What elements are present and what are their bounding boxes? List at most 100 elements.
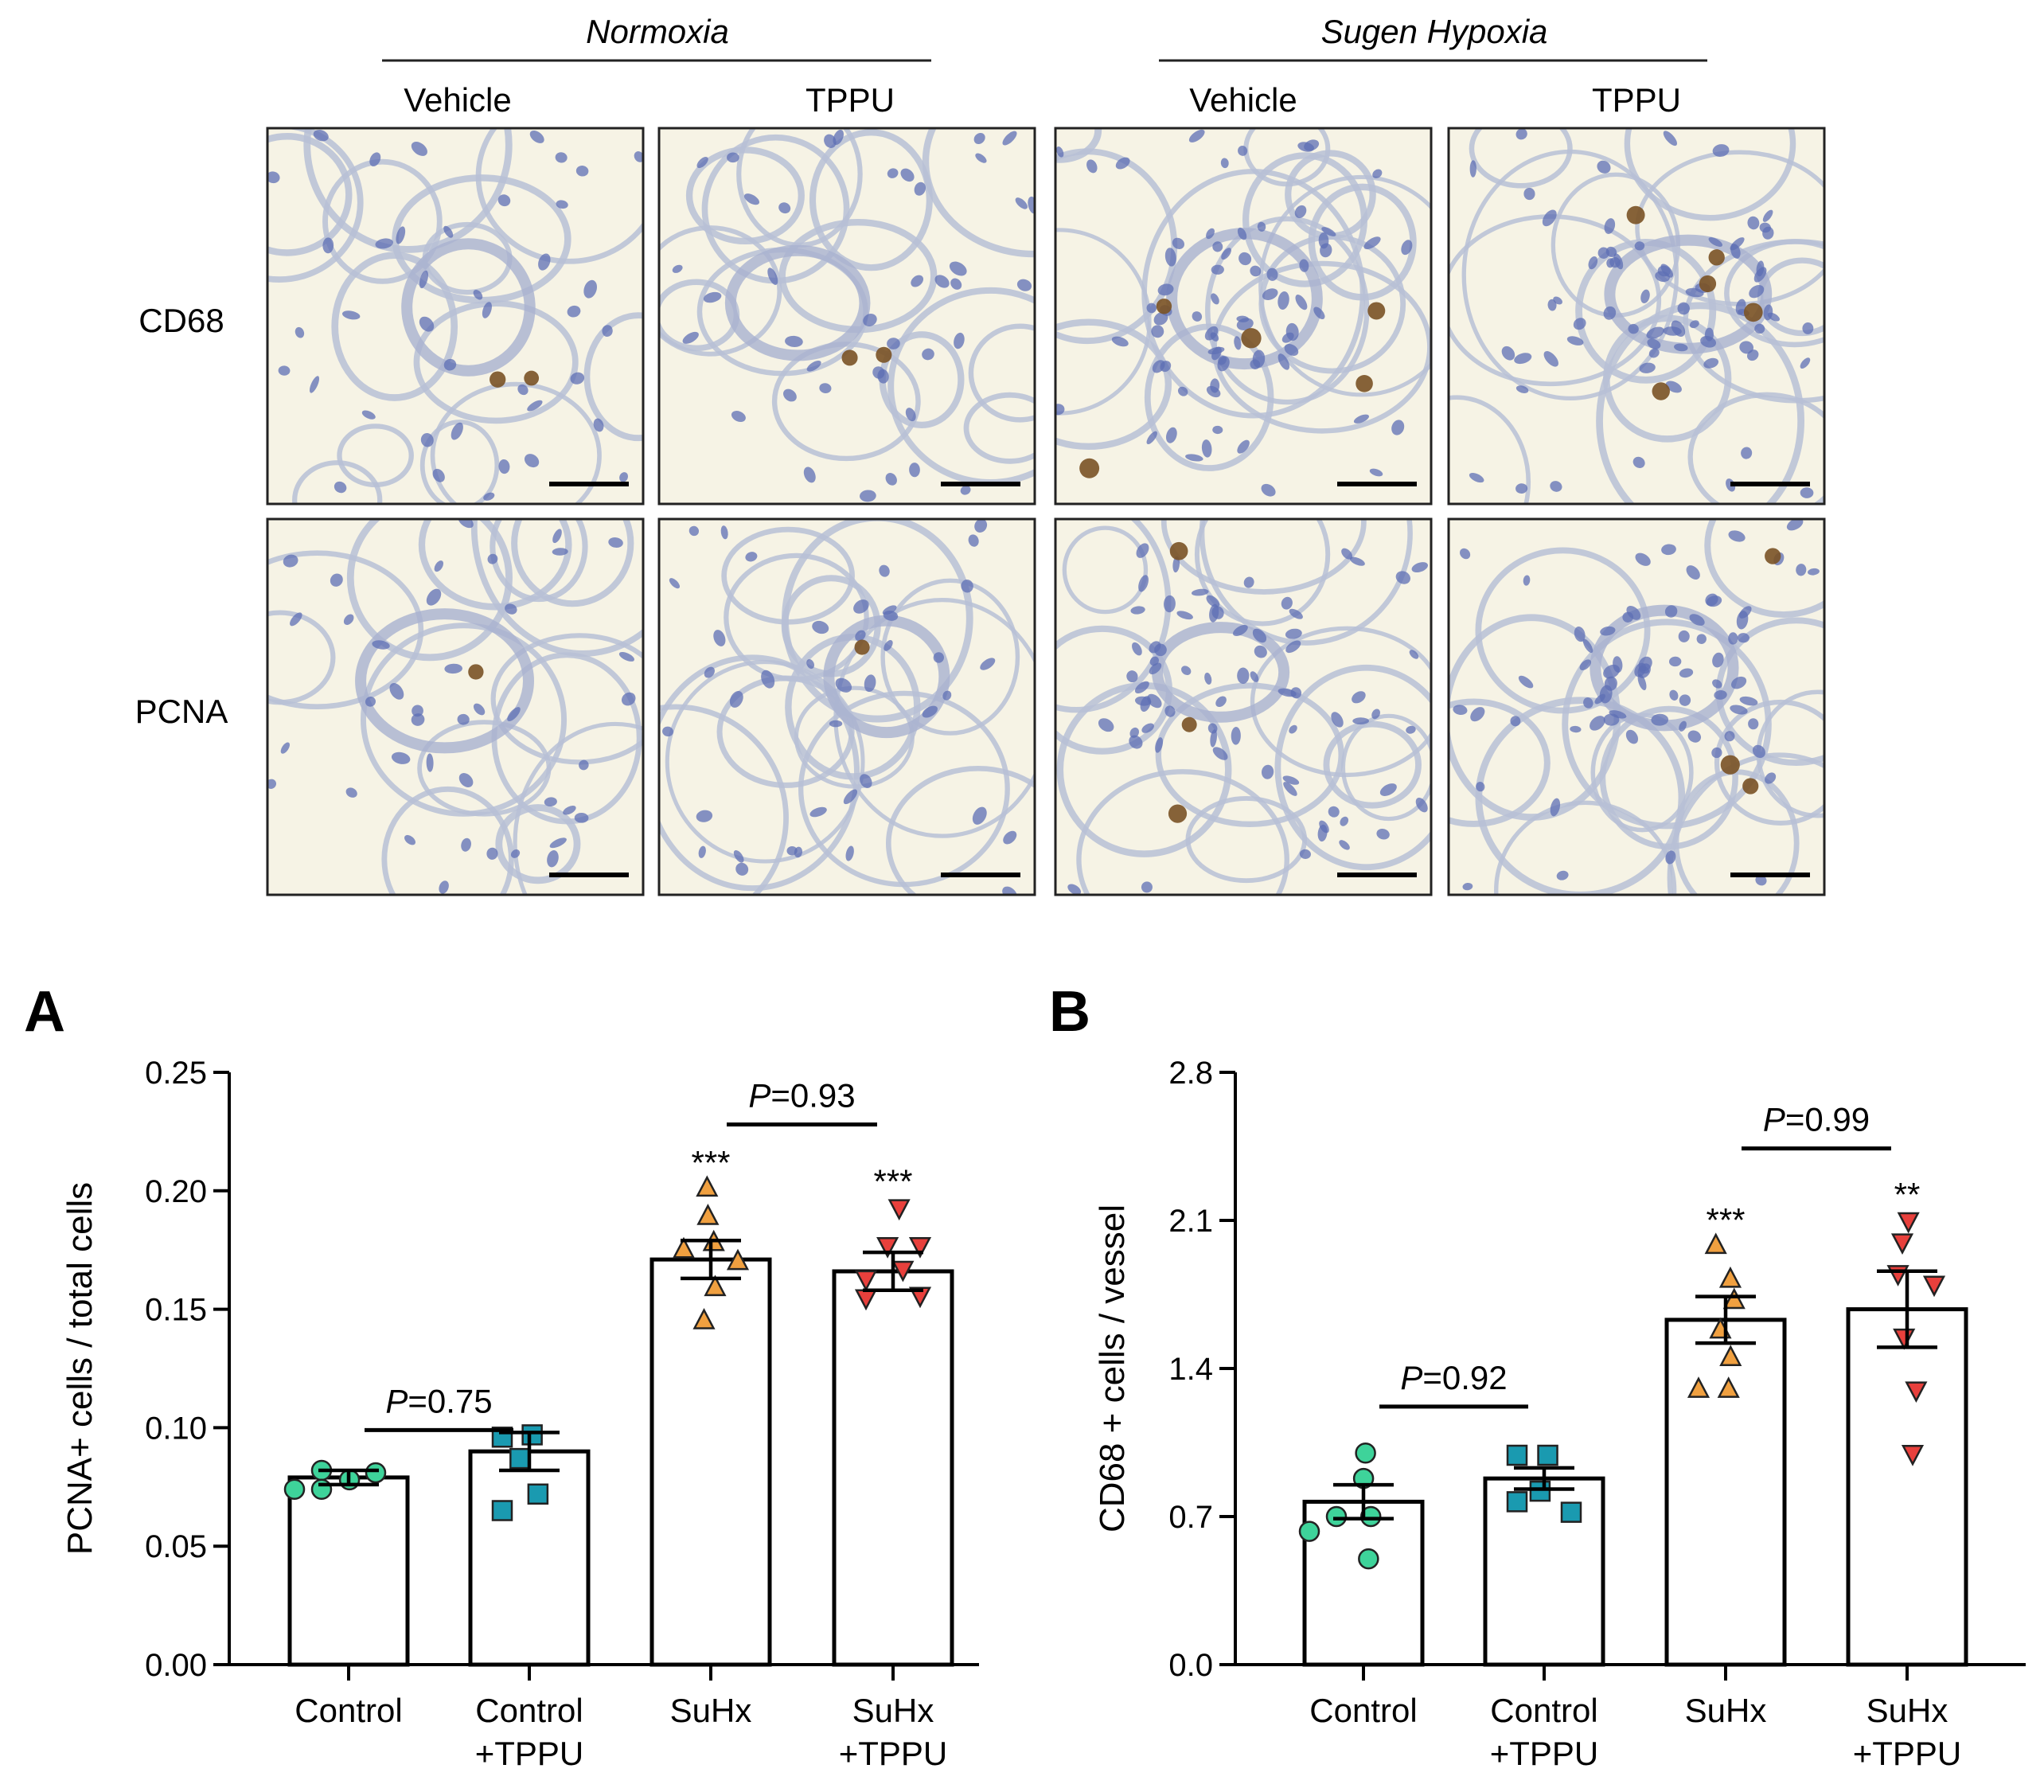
positive-cell xyxy=(1626,205,1645,224)
alveolar-wall xyxy=(1194,519,1331,627)
x-tick-label: +TPPU xyxy=(475,1735,584,1772)
cell-nucleus xyxy=(1689,320,1699,329)
cell-nucleus xyxy=(1294,205,1307,218)
cell-nucleus xyxy=(1573,318,1586,330)
cell-nucleus xyxy=(1297,142,1314,152)
bar xyxy=(1664,1318,1787,1667)
cell-nucleus xyxy=(1736,611,1749,630)
cell-nucleus xyxy=(960,485,971,495)
cell-nucleus xyxy=(1415,797,1428,813)
alveolar-wall xyxy=(1160,519,1367,595)
cell-nucleus xyxy=(473,703,486,716)
cell-nucleus xyxy=(1756,260,1765,277)
cell-nucleus xyxy=(980,658,996,670)
y-tick-label: 0.10 xyxy=(145,1411,207,1446)
data-point xyxy=(672,1236,696,1259)
cell-nucleus xyxy=(1553,296,1562,305)
cell-nucleus xyxy=(295,326,305,338)
alveolar-wall xyxy=(430,381,602,504)
cell-nucleus xyxy=(510,849,521,858)
alveolar-wall xyxy=(968,323,1035,423)
cell-nucleus xyxy=(1523,575,1531,586)
alveolar-wall xyxy=(1340,713,1431,822)
cell-nucleus xyxy=(911,275,924,287)
alveolar-wall xyxy=(659,654,860,892)
cell-nucleus xyxy=(1164,705,1176,717)
cell-nucleus xyxy=(290,612,302,627)
cell-nucleus xyxy=(1583,697,1593,709)
cell-nucleus xyxy=(1136,543,1149,558)
positive-cell xyxy=(1652,382,1670,400)
cell-nucleus xyxy=(1172,237,1185,249)
cell-nucleus xyxy=(412,705,423,717)
cell-nucleus xyxy=(621,692,636,706)
alveolar-wall xyxy=(1076,769,1289,895)
cell-nucleus xyxy=(1679,668,1694,678)
positive-cell xyxy=(468,664,484,680)
cell-nucleus xyxy=(1028,196,1035,214)
alveolar-wall xyxy=(659,704,789,895)
cell-nucleus xyxy=(1155,737,1164,753)
bar xyxy=(468,1449,591,1667)
x-tick-label: Control xyxy=(295,1692,402,1729)
micrograph-frame xyxy=(266,127,645,506)
cell-nucleus xyxy=(698,845,706,858)
cell-nucleus xyxy=(1237,227,1247,240)
cell-nucleus xyxy=(1550,481,1562,492)
data-point xyxy=(1718,1266,1742,1288)
cell-nucleus xyxy=(1754,323,1765,334)
cell-nucleus xyxy=(803,467,816,483)
x-tick-label: SuHx xyxy=(1685,1692,1767,1729)
alveolar-wall xyxy=(583,312,643,442)
data-point xyxy=(1359,1505,1382,1528)
cell-nucleus xyxy=(1262,288,1278,300)
data-point xyxy=(908,1237,932,1259)
alveolar-wall xyxy=(1590,713,1694,833)
positive-cell xyxy=(1241,328,1262,349)
cell-nucleus xyxy=(727,152,739,163)
cell-nucleus xyxy=(1067,884,1082,895)
chart-b: B CD68 + cells / vessel 0.0 0.7 1.4 2.1 2.8 Con… xyxy=(1049,980,2026,1772)
cell-nucleus xyxy=(1285,628,1302,639)
cell-nucleus xyxy=(1252,349,1266,368)
cell-nucleus xyxy=(968,534,979,547)
cell-nucleus xyxy=(1752,744,1765,759)
cell-nucleus xyxy=(864,674,876,693)
cell-nucleus xyxy=(1282,775,1300,785)
cell-nucleus xyxy=(1730,676,1747,689)
cell-nucleus xyxy=(1566,336,1584,346)
cell-nucleus xyxy=(486,847,498,860)
alveolar-wall xyxy=(1308,183,1417,301)
alveolar-wall xyxy=(381,786,514,895)
alveolar-wall xyxy=(1562,619,1772,830)
cell-nucleus xyxy=(1669,689,1679,701)
cell-nucleus xyxy=(1730,705,1748,715)
cell-nucleus xyxy=(1210,378,1220,393)
cell-nucleus xyxy=(1800,487,1814,498)
cell-nucleus xyxy=(1211,293,1219,305)
cell-nucleus xyxy=(1663,131,1678,146)
cell-nucleus xyxy=(1579,659,1592,670)
cell-nucleus xyxy=(575,166,589,177)
micrograph-frame xyxy=(1054,517,1433,896)
cell-nucleus xyxy=(859,490,876,502)
alveolar-wall xyxy=(413,300,579,424)
cell-nucleus xyxy=(1234,336,1242,350)
x-tick-label: SuHx xyxy=(670,1692,752,1729)
alveolar-wall xyxy=(665,660,865,864)
micrograph-cd68-3 xyxy=(1447,127,1826,506)
cell-nucleus xyxy=(1126,670,1138,683)
cell-nucleus xyxy=(345,787,357,798)
cell-nucleus xyxy=(1582,638,1593,654)
cell-nucleus xyxy=(1177,386,1188,396)
cell-nucleus xyxy=(704,666,715,678)
alveolar-wall xyxy=(419,420,500,504)
alveolar-wall xyxy=(1624,128,1796,221)
cell-nucleus xyxy=(972,806,987,825)
cell-nucleus xyxy=(1331,712,1344,728)
row-label-pcna: PCNA xyxy=(135,693,228,730)
data-point xyxy=(491,1500,513,1521)
cell-nucleus xyxy=(1261,483,1276,497)
cell-nucleus xyxy=(733,850,744,863)
positive-cell xyxy=(1356,375,1373,392)
